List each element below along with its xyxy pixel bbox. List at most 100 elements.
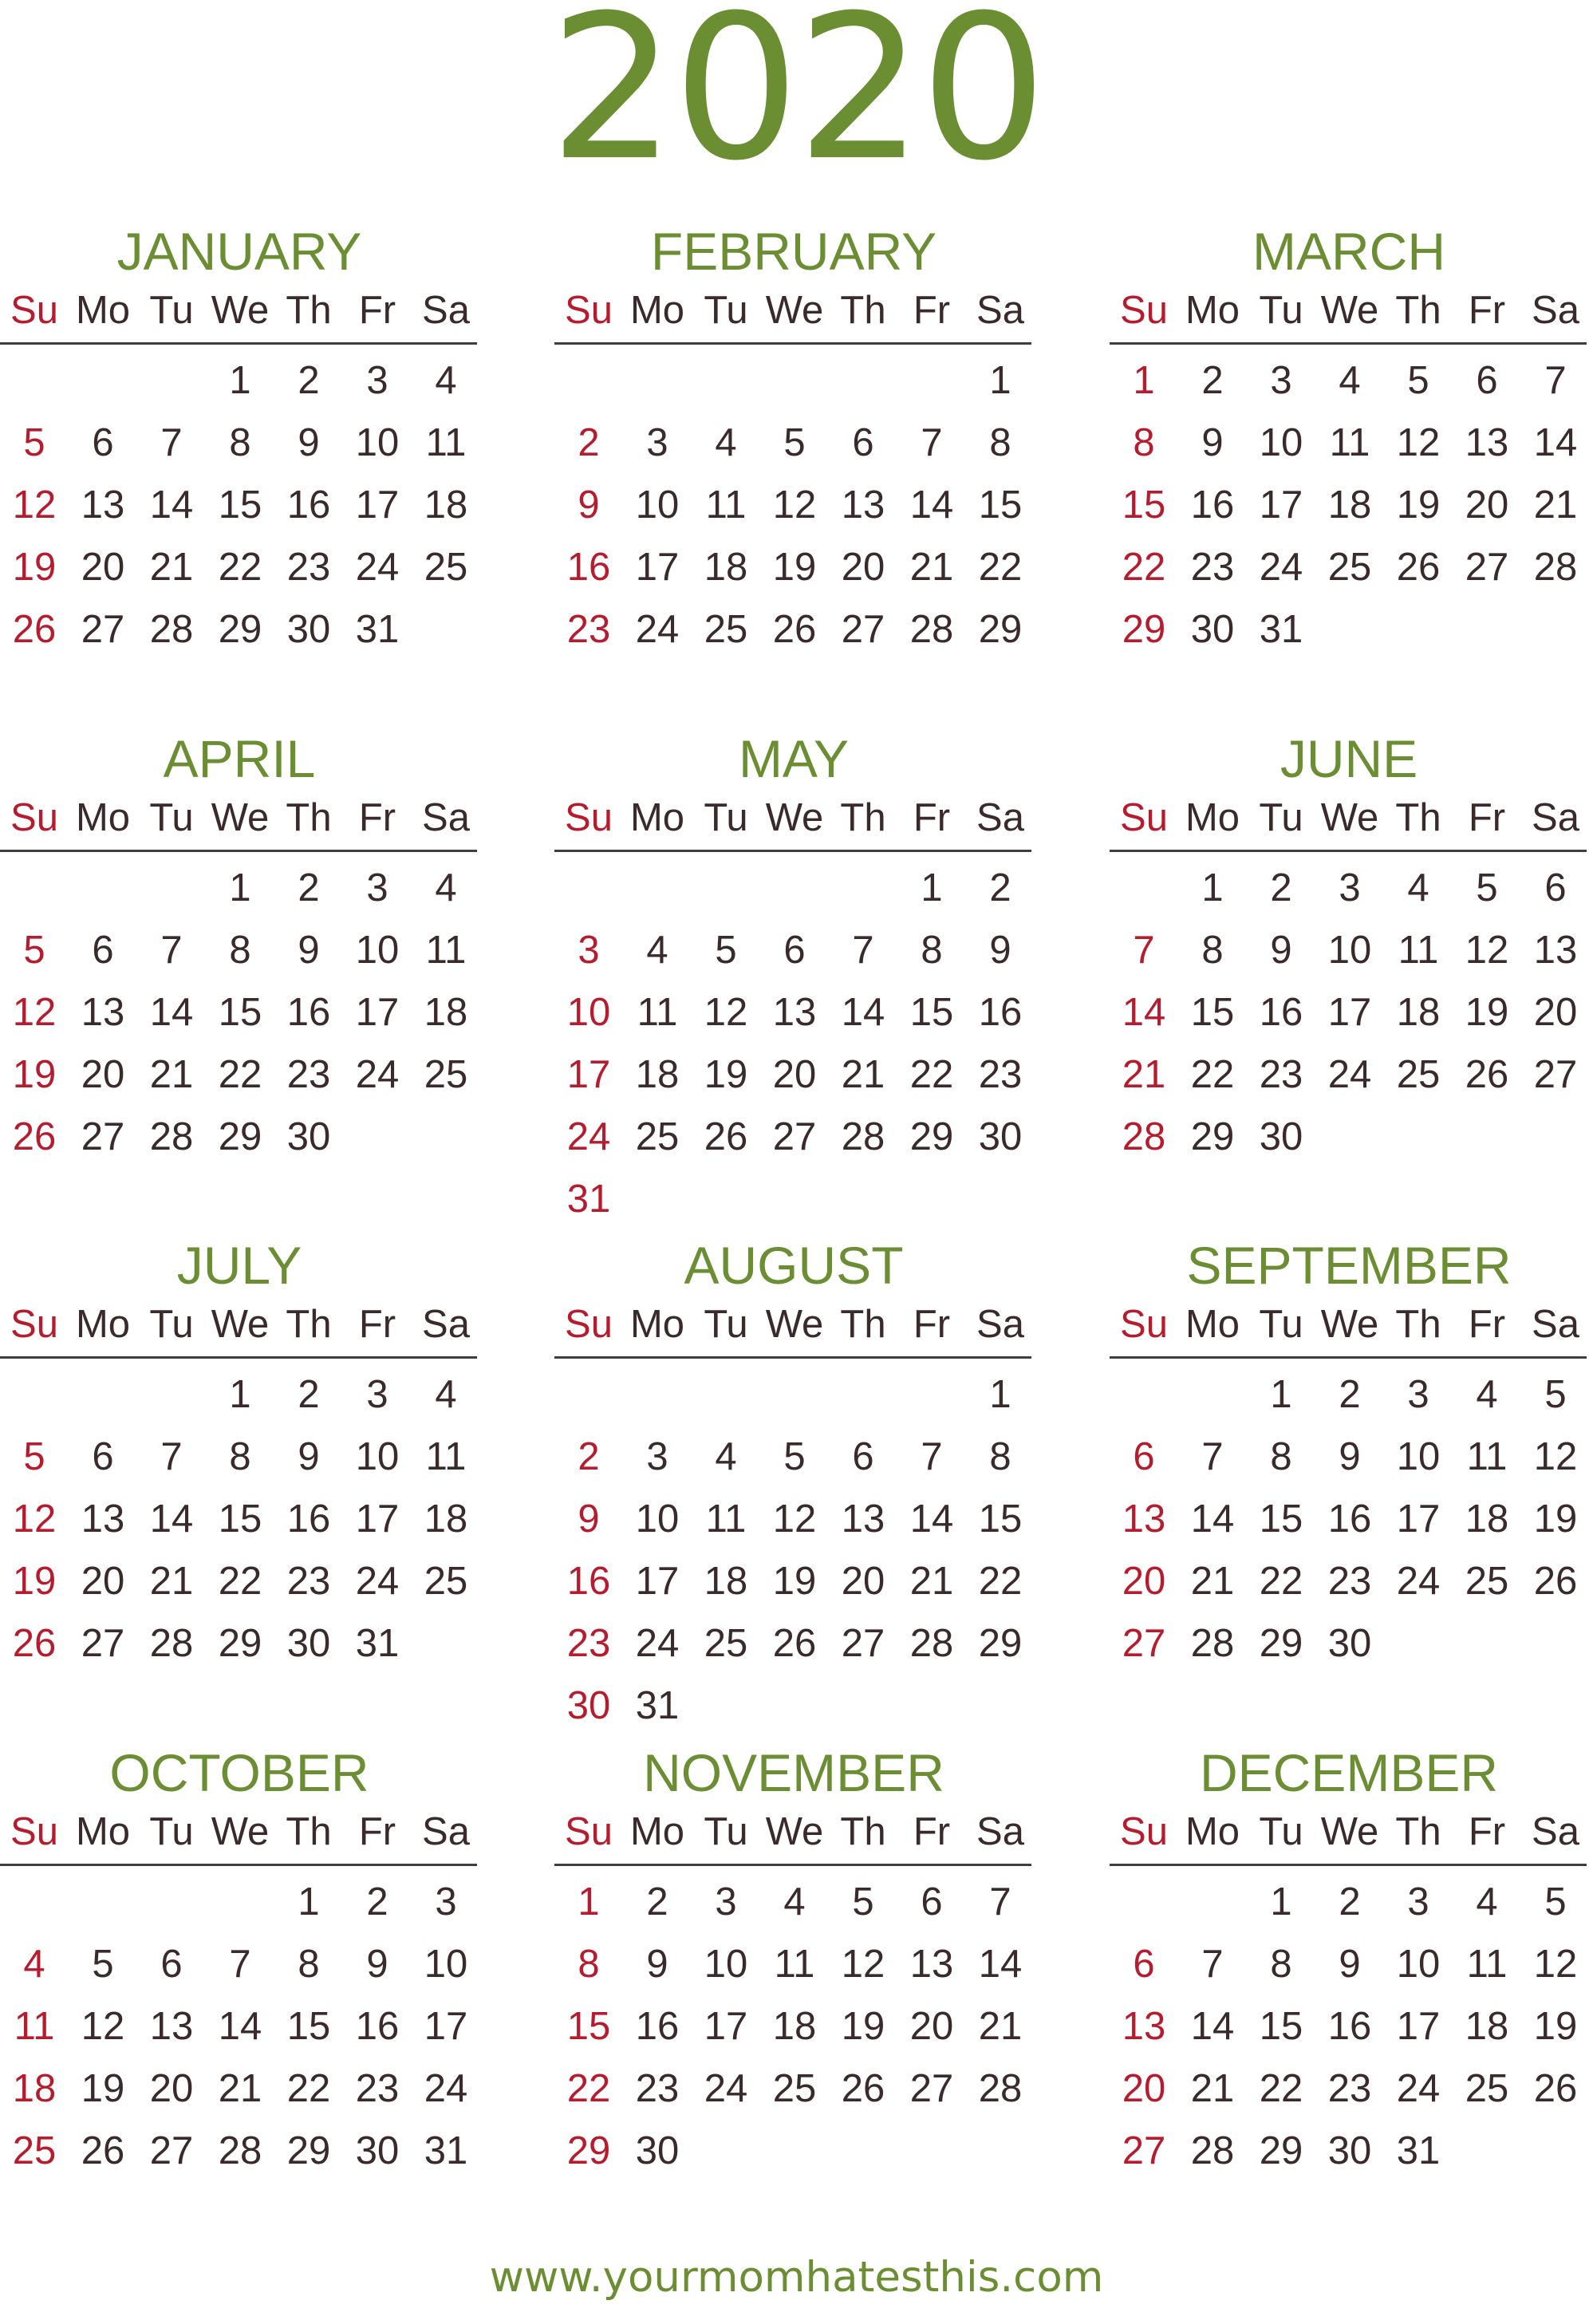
day-cell: 13 bbox=[841, 483, 885, 527]
weekday-label: Fr bbox=[358, 1810, 396, 1853]
day-cell: 3 bbox=[1270, 359, 1292, 402]
header-divider bbox=[1110, 850, 1587, 852]
day-cell: 23 bbox=[978, 1053, 1023, 1096]
weekday-label: Fr bbox=[1468, 1810, 1506, 1853]
day-cell: 24 bbox=[1396, 1560, 1441, 1603]
day-cell: 25 bbox=[704, 608, 748, 651]
day-cell-sunday: 28 bbox=[1122, 1115, 1166, 1158]
header-divider bbox=[1110, 1864, 1587, 1866]
day-cell: 27 bbox=[909, 2067, 954, 2110]
weekday-label: Fr bbox=[1468, 289, 1506, 332]
day-grid: 1 2 3 4 5 6 7 8 9 10 11 12 13 14 15 16 17 18 19 20 21 22 23 24 2… bbox=[554, 1363, 1033, 1746]
day-cell: 1 bbox=[229, 866, 251, 909]
month-title: DECEMBER bbox=[1199, 1743, 1499, 1802]
day-cell: 10 bbox=[1396, 1435, 1441, 1478]
weekday-label: We bbox=[765, 289, 824, 332]
day-cell: 26 bbox=[772, 1622, 817, 1665]
day-cell-sunday: 9 bbox=[578, 483, 600, 527]
day-cell: 28 bbox=[1533, 546, 1578, 589]
day-cell: 13 bbox=[1465, 421, 1509, 464]
day-cell: 13 bbox=[81, 483, 125, 527]
day-cell-sunday: 15 bbox=[1122, 483, 1166, 527]
day-cell: 11 bbox=[425, 421, 467, 464]
day-cell: 1 bbox=[921, 866, 943, 909]
weekday-label: Th bbox=[1395, 289, 1441, 332]
day-cell: 19 bbox=[1533, 2005, 1578, 2048]
day-cell: 28 bbox=[841, 1115, 885, 1158]
weekday-label: We bbox=[765, 796, 824, 839]
footer-website-link[interactable]: www.yourmomhatesthis.com bbox=[489, 2253, 1104, 2302]
day-cell: 20 bbox=[81, 1560, 125, 1603]
month-title: AUGUST bbox=[684, 1236, 904, 1295]
day-cell: 12 bbox=[1533, 1435, 1578, 1478]
day-cell: 6 bbox=[1544, 866, 1567, 909]
day-cell: 7 bbox=[229, 1943, 251, 1986]
day-cell: 11 bbox=[705, 1497, 747, 1541]
day-cell: 22 bbox=[1259, 2067, 1303, 2110]
weekday-label: Tu bbox=[1259, 796, 1303, 839]
day-cell: 20 bbox=[909, 2005, 954, 2048]
day-cell: 25 bbox=[635, 1115, 680, 1158]
weekday-label: Mo bbox=[75, 1810, 131, 1853]
day-cell-sunday: 6 bbox=[1133, 1435, 1155, 1478]
day-cell: 14 bbox=[909, 1497, 954, 1541]
day-cell: 21 bbox=[149, 546, 194, 589]
day-cell: 25 bbox=[704, 1622, 748, 1665]
day-cell: 13 bbox=[841, 1497, 885, 1541]
day-cell: 4 bbox=[1339, 359, 1361, 402]
weekday-label: Sa bbox=[422, 1810, 470, 1853]
weekday-label: Mo bbox=[629, 796, 685, 839]
day-cell: 21 bbox=[218, 2067, 262, 2110]
weekday-label: Sa bbox=[976, 1303, 1024, 1346]
day-cell-sunday: 2 bbox=[578, 1435, 600, 1478]
day-cell: 3 bbox=[715, 1880, 737, 1924]
day-cell: 26 bbox=[841, 2067, 885, 2110]
day-cell: 21 bbox=[1190, 1560, 1235, 1603]
day-cell: 15 bbox=[218, 483, 262, 527]
day-cell: 13 bbox=[909, 1943, 954, 1986]
month-title: OCTOBER bbox=[109, 1743, 369, 1802]
day-cell: 26 bbox=[1396, 546, 1441, 589]
day-cell: 1 bbox=[298, 1880, 320, 1924]
day-cell: 10 bbox=[635, 1497, 680, 1541]
day-cell: 23 bbox=[286, 1053, 331, 1096]
day-cell: 2 bbox=[989, 866, 1011, 909]
weekday-label: Th bbox=[840, 1303, 886, 1346]
day-cell: 30 bbox=[1190, 608, 1235, 651]
weekday-header: Su Mo Tu We Th Fr Sa bbox=[1110, 1808, 1588, 1856]
weekday-label: Th bbox=[840, 1810, 886, 1853]
header-divider bbox=[0, 850, 477, 852]
day-cell: 11 bbox=[1466, 1435, 1508, 1478]
day-cell: 6 bbox=[852, 421, 874, 464]
weekday-label: Mo bbox=[629, 289, 685, 332]
day-cell-sunday: 12 bbox=[12, 483, 57, 527]
day-cell: 27 bbox=[772, 1115, 817, 1158]
day-cell: 24 bbox=[1327, 1053, 1372, 1096]
weekday-label: Sa bbox=[1532, 289, 1579, 332]
weekday-label: We bbox=[1320, 1810, 1379, 1853]
day-cell: 22 bbox=[978, 1560, 1023, 1603]
day-cell: 18 bbox=[1465, 2005, 1509, 2048]
day-cell: 28 bbox=[909, 1622, 954, 1665]
weekday-header: Su Mo Tu We Th Fr Sa bbox=[1110, 794, 1588, 842]
weekday-label: Mo bbox=[1185, 289, 1240, 332]
month-title: JUNE bbox=[1280, 729, 1418, 788]
day-cell: 9 bbox=[1339, 1435, 1361, 1478]
day-cell: 17 bbox=[1396, 2005, 1441, 2048]
weekday-header: Su Mo Tu We Th Fr Sa bbox=[0, 1300, 479, 1348]
weekday-label: Mo bbox=[75, 1303, 131, 1346]
day-cell: 9 bbox=[298, 421, 320, 464]
day-cell-sunday: 20 bbox=[1122, 1560, 1166, 1603]
day-cell: 27 bbox=[149, 2129, 194, 2172]
header-divider bbox=[1110, 342, 1587, 345]
day-cell: 15 bbox=[1259, 2005, 1303, 2048]
day-cell: 11 bbox=[425, 1435, 467, 1478]
day-cell: 2 bbox=[1339, 1373, 1361, 1416]
day-cell: 25 bbox=[1465, 1560, 1509, 1603]
day-cell-sunday: 29 bbox=[566, 2129, 611, 2172]
day-cell: 29 bbox=[1259, 2129, 1303, 2172]
day-cell: 29 bbox=[218, 1115, 262, 1158]
day-cell: 10 bbox=[1396, 1943, 1441, 1986]
day-cell: 3 bbox=[366, 866, 388, 909]
day-cell: 3 bbox=[1407, 1373, 1429, 1416]
